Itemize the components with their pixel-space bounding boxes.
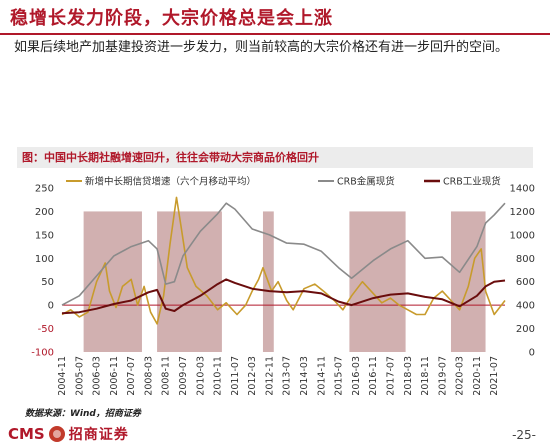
series-line — [61, 196, 506, 325]
x-tick-label: 2010-03 — [195, 356, 206, 396]
series-line — [61, 278, 506, 315]
x-tick-label: 2006-03 — [92, 356, 103, 396]
x-tick-label: 2012-03 — [247, 356, 258, 396]
y-left-tick-label: 50 — [41, 277, 54, 288]
x-tick-label: 2004-11 — [57, 356, 68, 396]
title-divider — [0, 33, 550, 35]
x-tick-label: 2011-07 — [230, 356, 241, 396]
y-right-tick-label: 200 — [516, 324, 535, 335]
y-left-tick-label: -50 — [38, 324, 54, 335]
shaded-period — [450, 211, 486, 352]
logo-mark-icon — [48, 426, 65, 442]
legend-label: CRB工业现货 — [443, 176, 501, 188]
x-tick-label: 2013-07 — [282, 356, 293, 396]
y-left-tick-label: 250 — [35, 184, 54, 195]
y-right-tick-label: 1000 — [510, 230, 535, 241]
x-tick-label: 2016-11 — [368, 356, 379, 396]
page-number: -25- — [512, 428, 536, 442]
x-tick-label: 2008-03 — [143, 356, 154, 396]
x-tick-label: 2020-03 — [455, 356, 466, 396]
figure-title: 图：中国中长期社融增速回升，往往会带动大宗商品价格回升 — [22, 151, 319, 164]
company-logo: CMS 招商证券 — [8, 424, 129, 444]
y-left-tick-label: 100 — [35, 254, 54, 265]
x-tick-label: 2018-11 — [420, 356, 431, 396]
y-right-tick-label: 600 — [516, 277, 535, 288]
data-source: 数据来源：Wind，招商证券 — [25, 409, 141, 419]
x-tick-label: 2016-03 — [351, 356, 362, 396]
x-tick-label: 2017-07 — [385, 356, 396, 396]
series-line — [61, 202, 506, 306]
x-tick-label: 2014-03 — [299, 356, 310, 396]
x-tick-label: 2006-11 — [109, 356, 120, 396]
page-title: 稳增长发力阶段，大宗价格总是会上涨 — [10, 8, 333, 29]
figure-title-bar — [17, 147, 533, 168]
credit-vs-crb-line-chart: -100 -50 0 50 100 150 200 250 0 200 400 600 800 1000 1… — [31, 176, 535, 396]
y-right-tick-label: 1400 — [510, 184, 535, 195]
x-tick-label: 2014-11 — [316, 356, 327, 396]
logo-chinese-name: 招商证券 — [68, 427, 129, 443]
x-tick-label: 2012-11 — [264, 356, 275, 396]
y-right-tick-label: 400 — [516, 301, 535, 312]
y-right-tick-label: 1200 — [510, 207, 535, 218]
page-subtitle: 如果后续地产加基建投资进一步发力，则当前较高的大宗价格还有进一步回升的空间。 — [14, 40, 509, 55]
legend-label: CRB金属现货 — [337, 176, 395, 188]
x-tick-label: 2019-07 — [437, 356, 448, 396]
x-tick-label: 2008-11 — [161, 356, 172, 396]
legend-label: 新增中长期信贷增速（六个月移动平均） — [85, 176, 256, 188]
shaded-period — [157, 211, 222, 352]
y-left-tick-label: 150 — [35, 230, 54, 241]
x-tick-label: 2015-07 — [334, 356, 345, 396]
x-tick-label: 2007-07 — [126, 356, 137, 396]
y-right-tick-label: 0 — [529, 348, 535, 359]
x-tick-label: 2020-11 — [472, 356, 483, 396]
y-left-tick-label: -100 — [31, 348, 54, 359]
x-tick-label: 2010-11 — [213, 356, 224, 396]
y-left-tick-label: 0 — [48, 301, 54, 312]
shaded-period — [349, 211, 406, 352]
x-tick-label: 2021-07 — [489, 356, 500, 396]
logo-text: CMS — [8, 425, 45, 443]
y-left-tick-label: 200 — [35, 207, 54, 218]
x-tick-label: 2005-07 — [74, 356, 85, 396]
y-right-tick-label: 800 — [516, 254, 535, 265]
x-tick-label: 2018-03 — [403, 356, 414, 396]
x-tick-label: 2009-07 — [178, 356, 189, 396]
